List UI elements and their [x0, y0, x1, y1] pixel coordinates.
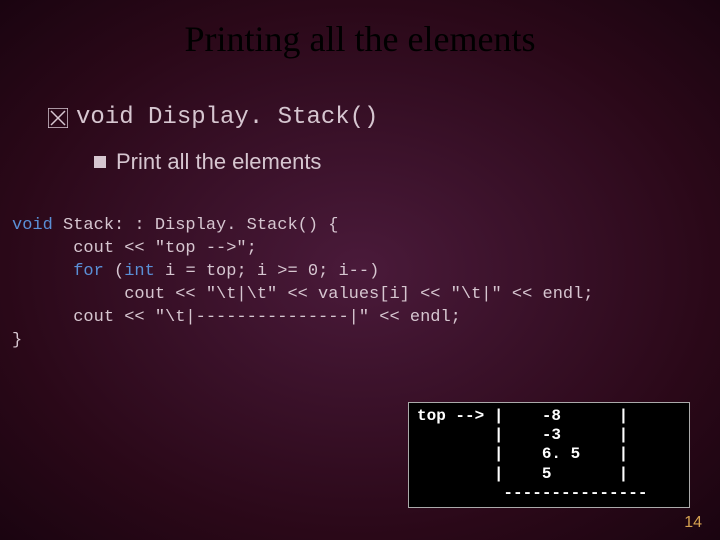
slide-title: Printing all the elements: [0, 0, 720, 60]
kw-int: int: [124, 262, 155, 281]
code-l3a: [12, 262, 73, 281]
page-number: 14: [684, 514, 702, 532]
keyword-void: void: [76, 104, 134, 131]
signature-rest: Display. Stack(): [134, 104, 379, 131]
code-l2: cout << "top -->";: [12, 239, 257, 258]
square-bullet-icon: [94, 156, 106, 168]
code-l3c: (: [104, 262, 124, 281]
code-l5: cout << "\t|---------------|" << endl;: [12, 308, 461, 327]
output-box: top --> | -8 | | -3 | | 6. 5 | | 5 | ---…: [408, 402, 690, 508]
kw-void: void: [12, 216, 53, 235]
kw-for: for: [73, 262, 104, 281]
code-block: void Stack: : Display. Stack() { cout <<…: [12, 215, 720, 353]
bullet-row: void Display. Stack(): [48, 104, 720, 131]
code-l6: }: [12, 331, 22, 350]
signature-text: void Display. Stack(): [76, 104, 378, 131]
star-bullet-icon: [48, 108, 68, 128]
code-l3e: i = top; i >= 0; i--): [155, 262, 379, 281]
sub-bullet-row: Print all the elements: [94, 149, 720, 175]
code-l4: cout << "\t|\t" << values[i] << "\t|" <<…: [12, 285, 594, 304]
code-l1b: Stack: : Display. Stack() {: [53, 216, 339, 235]
sub-bullet-text: Print all the elements: [116, 149, 321, 175]
